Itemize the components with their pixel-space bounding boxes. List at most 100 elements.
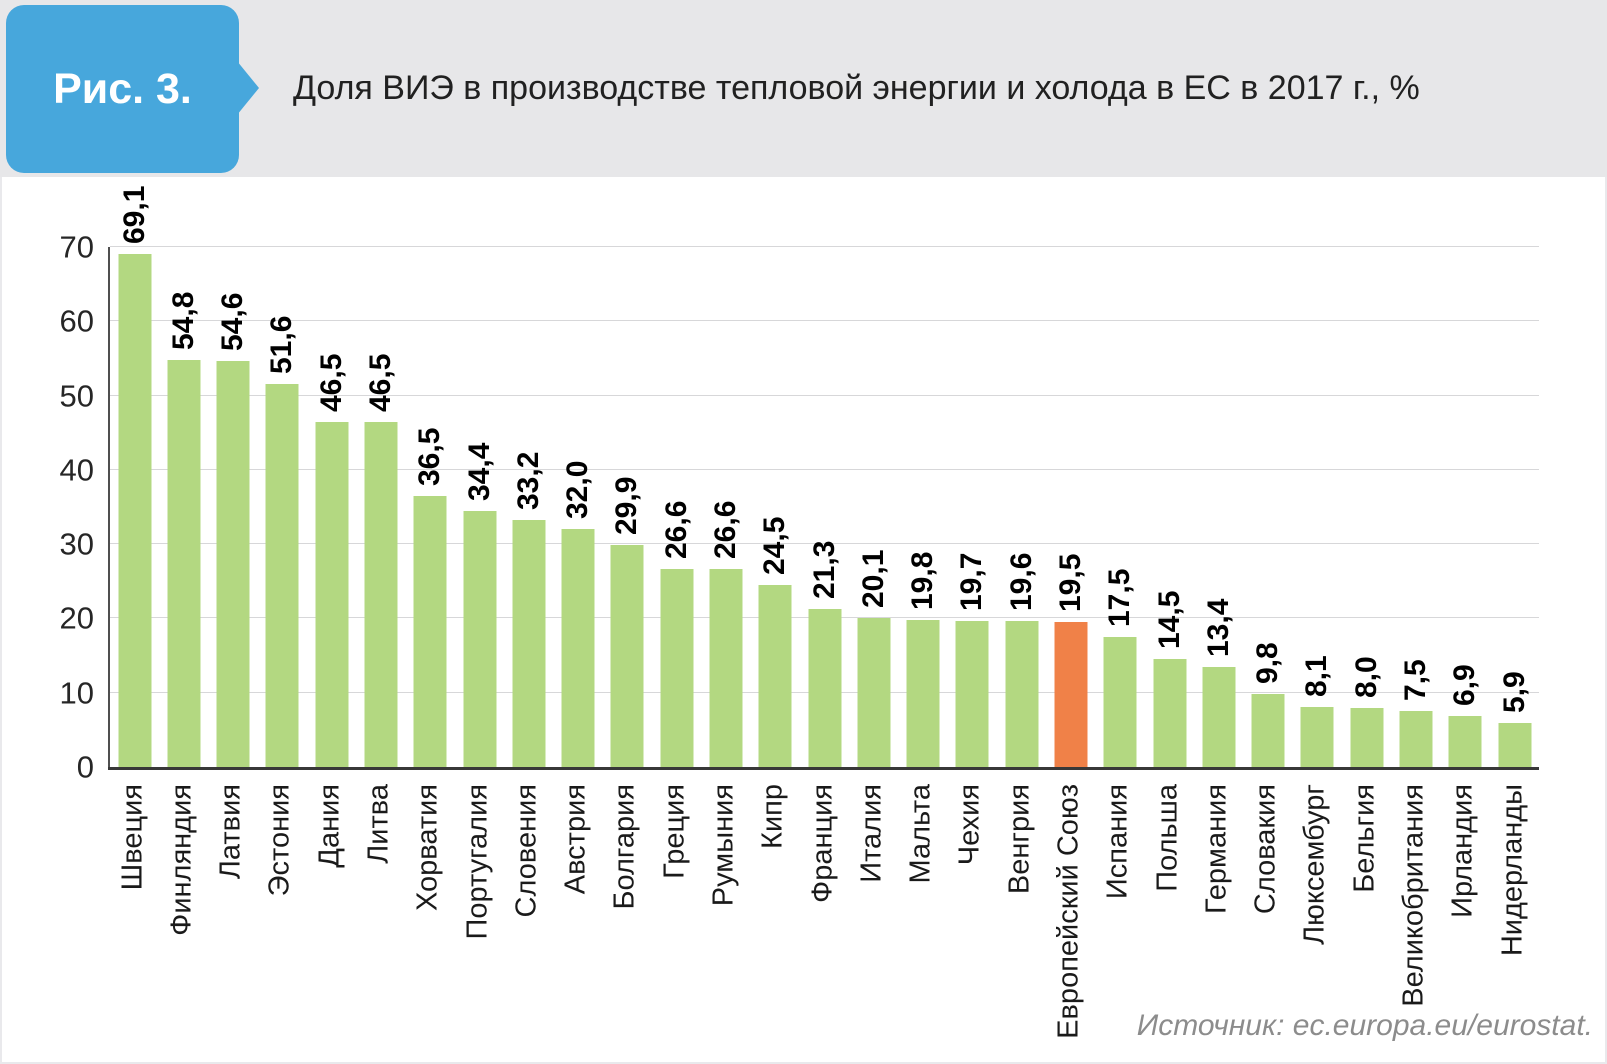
bar	[955, 620, 989, 767]
figure-number-label: Рис. 3.	[53, 64, 192, 113]
bar-value-label: 26,6	[709, 501, 743, 560]
bar-value-label: 9,8	[1251, 642, 1285, 685]
x-label-slot: Словакия	[1241, 770, 1290, 1030]
bar	[709, 569, 743, 767]
x-label-slot: Словения	[502, 770, 551, 1030]
x-label-slot: Европейский Союз	[1044, 770, 1093, 1039]
x-axis-label: Франция	[806, 784, 839, 903]
x-axis-label: Эстония	[263, 784, 296, 897]
bars-container: 69,1 54,8 54,6 51,6 46,5 46,5 36,5 34,4 33,2 32,0…	[110, 185, 1539, 767]
x-axis-label: Швеция	[116, 784, 149, 891]
bar	[1202, 667, 1236, 767]
bar	[167, 359, 201, 767]
x-axis-label: Австрия	[559, 784, 592, 895]
bar	[216, 361, 250, 767]
bar-value-label: 54,8	[166, 291, 200, 350]
x-label-slot: Испания	[1094, 770, 1143, 1030]
bar-value-label: 8,1	[1300, 655, 1334, 697]
bar-slot: 33,2	[504, 247, 553, 767]
bar-value-label: 36,5	[413, 427, 447, 486]
x-label-slot: Германия	[1192, 770, 1241, 1030]
bar	[1300, 706, 1334, 767]
gridline	[110, 320, 1539, 322]
bar	[1005, 621, 1039, 767]
bar	[906, 619, 940, 767]
bar-value-label: 19,7	[955, 552, 989, 611]
x-axis-label: Бельгия	[1348, 784, 1381, 893]
x-axis-line	[108, 767, 1539, 770]
x-axis-label: Чехия	[953, 784, 986, 866]
plot-area: 69,1 54,8 54,6 51,6 46,5 46,5 36,5 34,4 33,2 32,0…	[60, 185, 1539, 783]
bar	[857, 617, 891, 767]
y-tick-label: 30	[59, 526, 94, 562]
x-label-slot: Хорватия	[404, 770, 453, 1030]
bar	[512, 520, 546, 767]
bar-slot: 26,6	[652, 247, 701, 767]
bar-value-label: 46,5	[364, 353, 398, 412]
bar	[758, 585, 792, 767]
x-axis-label: Хорватия	[411, 784, 444, 912]
x-axis-label: Болгария	[608, 784, 641, 910]
bar-value-label: 32,0	[561, 460, 595, 520]
bar-value-label: 34,4	[462, 443, 496, 502]
x-label-slot: Ирландия	[1439, 770, 1488, 1030]
x-label-slot: Швеция	[108, 770, 157, 1030]
x-axis-label: Испания	[1101, 784, 1134, 900]
x-axis-label: Кипр	[756, 784, 789, 849]
x-axis-label: Венгрия	[1003, 784, 1036, 895]
x-label-slot: Австрия	[552, 770, 601, 1030]
bar-slot: 20,1	[849, 247, 898, 767]
x-label-slot: Франция	[798, 770, 847, 1030]
x-label-slot: Португалия	[453, 770, 502, 1030]
gridline	[110, 468, 1539, 470]
figure-number-badge: Рис. 3.	[6, 5, 239, 173]
bar-slot: 19,6	[997, 247, 1046, 767]
bar-value-label: 6,9	[1448, 664, 1482, 706]
source-note: Источник: ec.europa.eu/eurostat.	[1136, 1009, 1593, 1042]
bar-value-label: 51,6	[265, 315, 299, 374]
bar	[463, 511, 497, 767]
x-label-slot: Эстония	[256, 770, 305, 1030]
bar-slot: 17,5	[1096, 247, 1145, 767]
gridline	[110, 246, 1539, 247]
x-label-slot: Литва	[354, 770, 403, 1030]
bar	[660, 569, 694, 767]
x-label-slot: Кипр	[749, 770, 798, 1030]
gridline	[110, 543, 1539, 545]
bar-slot: 34,4	[455, 247, 504, 767]
bar	[610, 544, 644, 767]
bar-value-label: 33,2	[511, 451, 545, 511]
bar-slot: 8,0	[1342, 247, 1391, 767]
bar-slot: 21,3	[800, 247, 849, 767]
x-axis-label: Литва	[362, 784, 395, 864]
y-tick-label: 70	[59, 229, 94, 265]
x-axis-label: Германия	[1200, 784, 1233, 915]
x-label-slot: Финляндия	[157, 770, 206, 1030]
bar-value-label: 24,5	[758, 516, 792, 575]
x-axis-label: Италия	[855, 784, 888, 883]
bar-slot: 26,6	[701, 247, 750, 767]
x-axis-label: Словакия	[1249, 784, 1282, 915]
x-label-slot: Люксембург	[1291, 770, 1340, 1030]
bar-value-label: 8,0	[1349, 655, 1383, 698]
bar-slot: 69,1	[110, 185, 159, 767]
x-label-slot: Великобритания	[1389, 770, 1438, 1030]
bar	[1399, 711, 1433, 767]
bar	[315, 421, 349, 767]
bar-value-label: 7,5	[1398, 659, 1432, 702]
bar	[1448, 715, 1482, 767]
x-label-slot: Бельгия	[1340, 770, 1389, 1030]
bar-slot: 24,5	[751, 247, 800, 767]
bar-slot: 5,9	[1490, 247, 1539, 767]
x-axis-label: Люксембург	[1298, 784, 1331, 945]
y-tick-label: 0	[76, 749, 94, 785]
bar	[1350, 707, 1384, 767]
x-axis-label: Финляндия	[165, 784, 198, 936]
bar-value-label: 20,1	[856, 549, 890, 608]
bar-value-label: 26,6	[659, 501, 693, 560]
bar-slot: 13,4	[1194, 247, 1243, 767]
bar-slot: 6,9	[1441, 247, 1490, 767]
x-label-slot: Мальта	[897, 770, 946, 1030]
bar-value-label: 21,3	[807, 540, 841, 599]
